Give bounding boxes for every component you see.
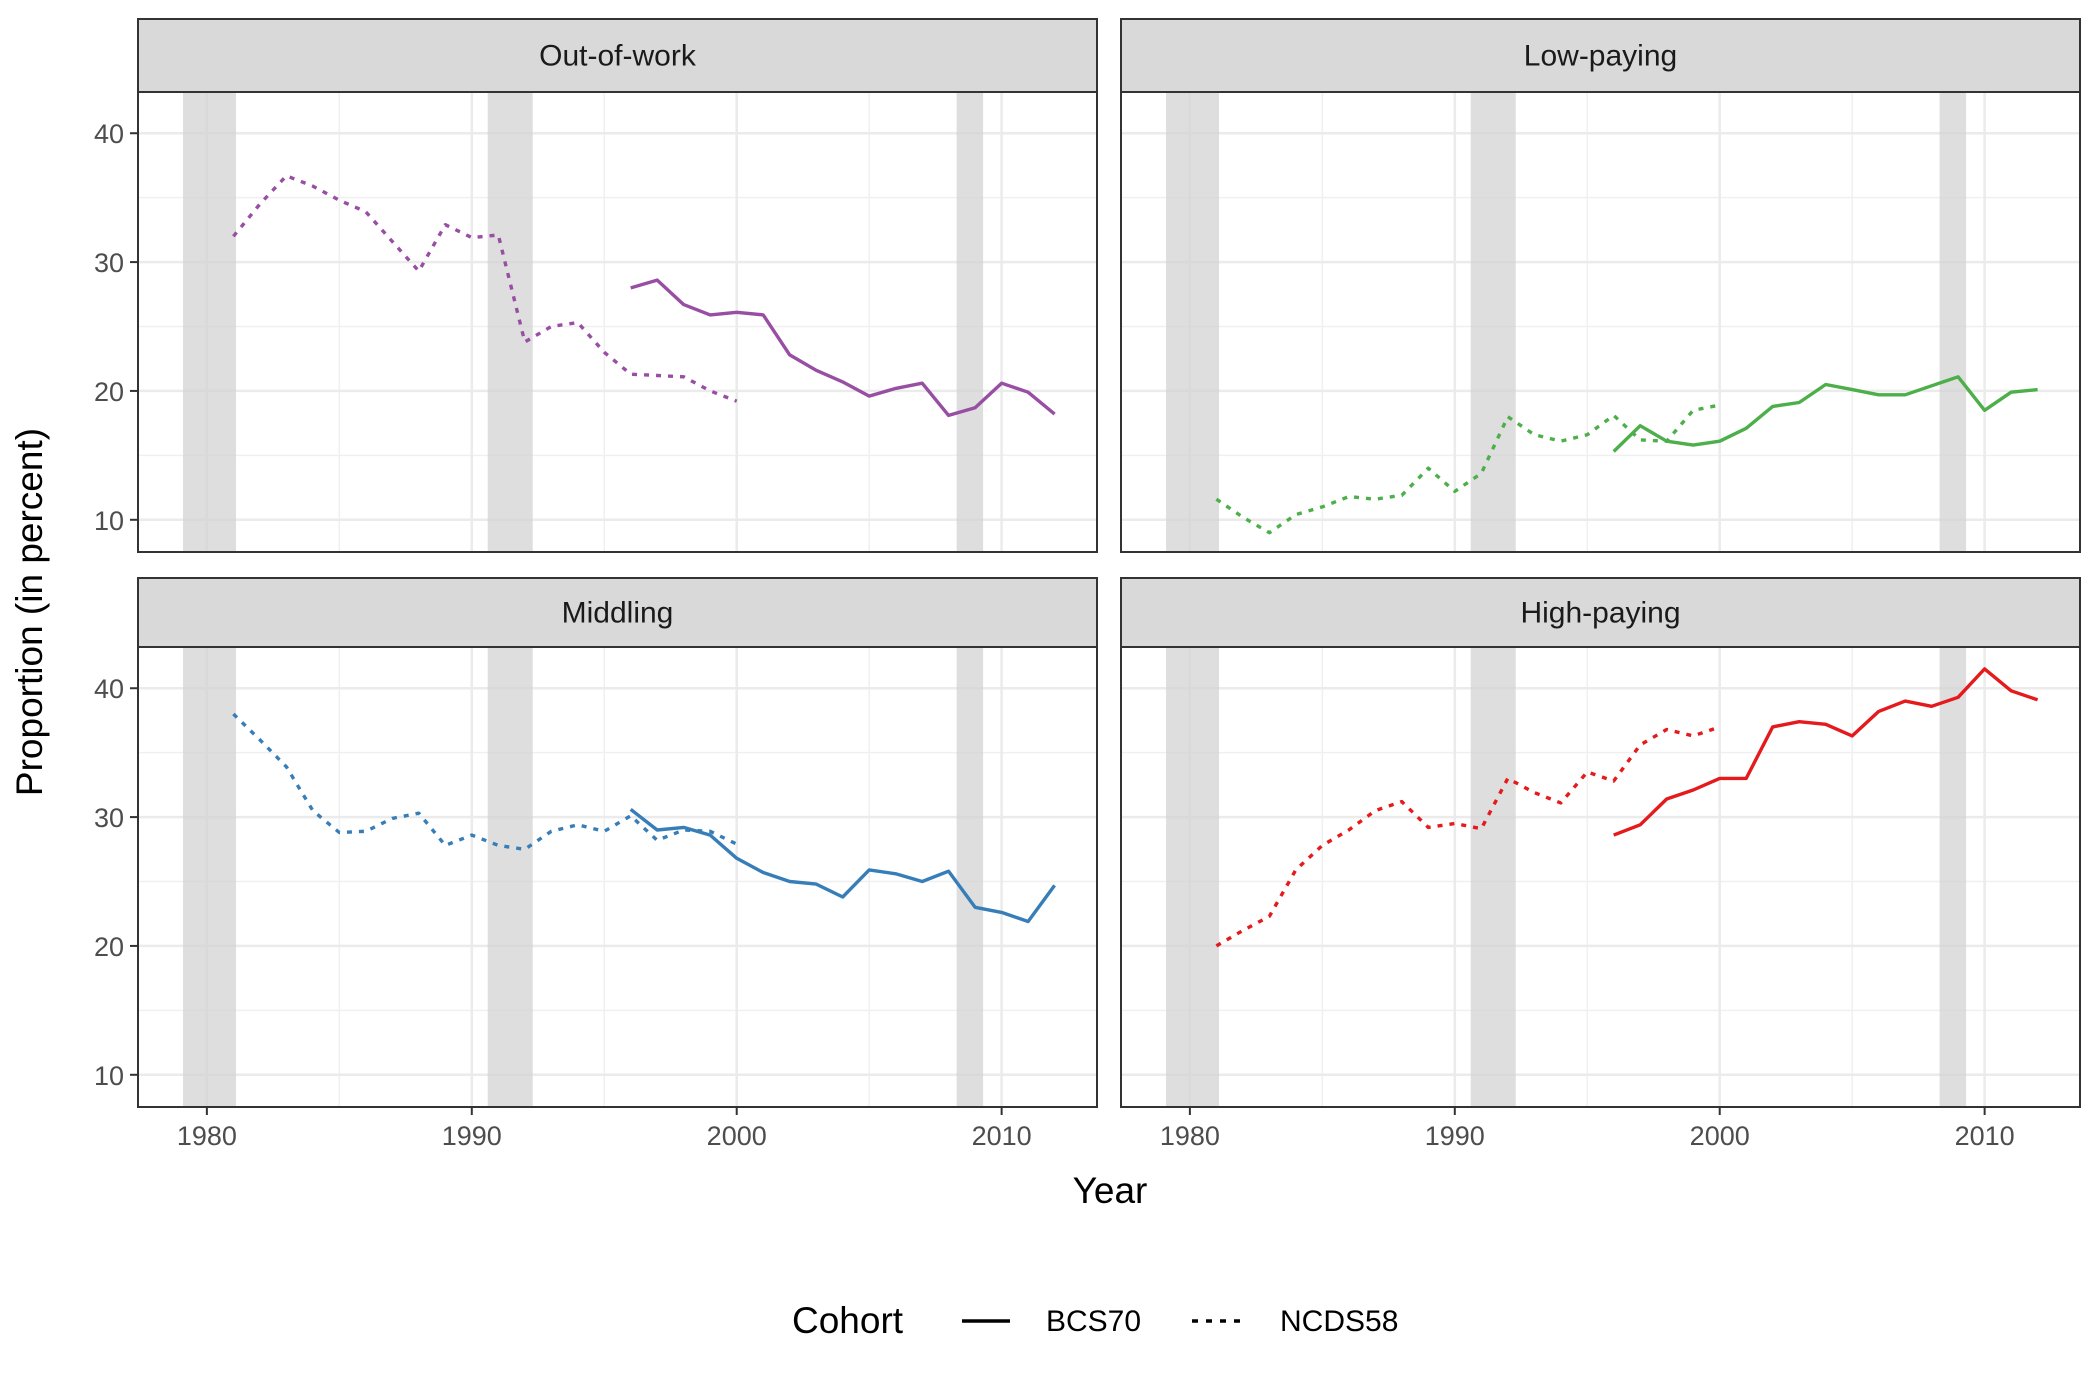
strip-label-high-paying: High-paying (1520, 597, 1680, 630)
y-tick-label: 40 (94, 674, 124, 704)
x-axis-title: Year (1073, 1170, 1148, 1211)
recession-band (1470, 647, 1516, 1107)
x-tick-label: 2000 (1690, 1121, 1750, 1151)
series-line-middling-bcs70 (629, 808, 1056, 924)
strip-label-low-paying: Low-paying (1524, 40, 1677, 73)
panel-out-of-work: Out-of-work 10 20 30 40 (94, 18, 1098, 553)
recession-band (956, 92, 984, 552)
strip-label-middling: Middling (562, 597, 674, 630)
panel-border-middling (137, 646, 1098, 1108)
y-tick-label: 40 (94, 119, 124, 149)
y-tick-label: 10 (94, 1061, 124, 1091)
panel-border-low-paying (1120, 91, 2081, 553)
y-tick-label: 30 (94, 803, 124, 833)
recession-band (1939, 647, 1967, 1107)
y-tick-label: 20 (94, 932, 124, 962)
strip-high-paying (1120, 577, 2081, 648)
series-line-high-paying-ncds58 (1215, 725, 1721, 948)
y-tick-label: 10 (94, 506, 124, 536)
legend-label-ncds58: NCDS58 (1280, 1305, 1398, 1338)
recession-band (1939, 92, 1967, 552)
x-tick-label: 2010 (1955, 1121, 2015, 1151)
recession-band (1470, 92, 1516, 552)
x-tick-label: 1990 (1425, 1121, 1485, 1151)
recession-band (487, 92, 533, 552)
y-tick-label: 20 (94, 377, 124, 407)
recession-band (183, 647, 237, 1107)
recession-band (956, 647, 984, 1107)
strip-out-of-work (137, 18, 1098, 93)
series-line-low-paying-ncds58 (1215, 403, 1721, 535)
y-axis-title: Proportion (in percent) (9, 428, 50, 796)
legend-label-bcs70: BCS70 (1046, 1305, 1141, 1338)
panel-border-high-paying (1120, 646, 2081, 1108)
strip-middling (137, 577, 1098, 648)
recession-band (1166, 647, 1220, 1107)
strip-label-out-of-work: Out-of-work (539, 40, 697, 73)
recession-band (1166, 92, 1220, 552)
recession-band (183, 92, 237, 552)
y-tick-label: 30 (94, 248, 124, 278)
x-tick-label: 2010 (972, 1121, 1032, 1151)
series-line-high-paying-bcs70 (1613, 667, 2039, 837)
plot-area-high-paying (1121, 647, 2080, 1107)
x-tick-label: 1990 (442, 1121, 502, 1151)
panel-border-out-of-work (137, 91, 1098, 553)
legend: Cohort BCS70 NCDS58 (792, 1300, 1398, 1341)
x-tick-label: 1980 (1160, 1121, 1220, 1151)
panel-middling: Middling 10 20 30 40 1980 1990 2000 2010 (94, 577, 1098, 1151)
panel-low-paying: Low-paying (1120, 18, 2081, 553)
x-tick-label: 1980 (177, 1121, 237, 1151)
legend-title: Cohort (792, 1300, 904, 1341)
x-tick-label: 2000 (707, 1121, 767, 1151)
series-line-out-of-work-bcs70 (630, 278, 1056, 418)
plot-area-out-of-work (138, 92, 1097, 552)
plot-area-low-paying (1121, 92, 2080, 552)
panel-high-paying: High-paying 1980 1990 2000 2010 (1120, 577, 2081, 1151)
panels: Out-of-work 10 20 30 40 Low-paying Middling 10 2… (94, 18, 2081, 1151)
series-line-middling-ncds58 (232, 712, 738, 851)
recession-band (487, 647, 533, 1107)
series-line-low-paying-bcs70 (1612, 375, 2038, 453)
